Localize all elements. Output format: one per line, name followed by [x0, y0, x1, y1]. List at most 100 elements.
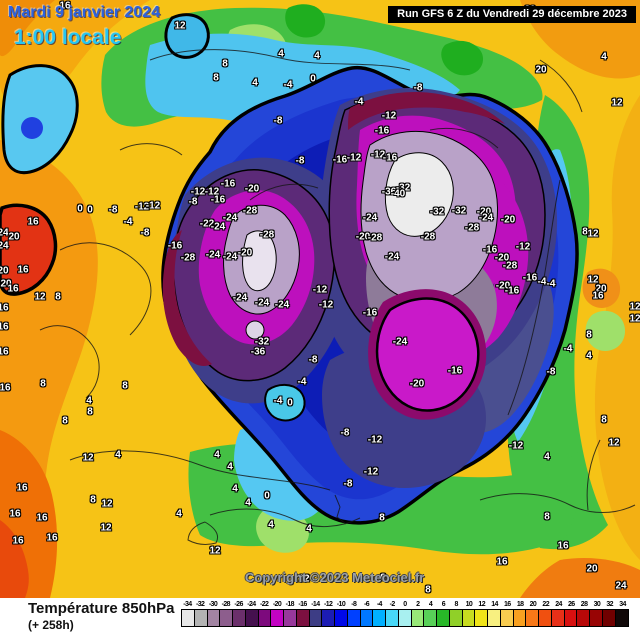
- colorbar-tick: -26: [234, 601, 243, 608]
- colorbar-tick: 20: [529, 601, 537, 608]
- region-magenta-east-arc: [468, 178, 529, 358]
- colorbar-tick: -20: [272, 601, 282, 608]
- colorbar-tick: 26: [568, 601, 575, 608]
- colorbar-cell: [284, 610, 297, 626]
- colorbar-tick: -34: [183, 601, 192, 608]
- colorbar-tick: -12: [324, 601, 333, 608]
- colorbar-tick: 32: [606, 601, 613, 608]
- region-orange-asia-spot: [582, 268, 621, 308]
- colorbar-cell: [271, 610, 284, 626]
- colorbar-tick: 0: [403, 601, 407, 608]
- colorbar-cell: [602, 610, 616, 626]
- colorbar-cell: [398, 610, 412, 626]
- colorbar-tick: 14: [491, 601, 498, 608]
- region-darkgreen-b: [441, 40, 484, 76]
- colorbar-cell: [220, 610, 233, 626]
- colorbar-cell: [424, 610, 437, 626]
- thin-contours: [39, 49, 636, 545]
- colorbar-tick: -16: [298, 601, 307, 608]
- colorbar-cell: [233, 610, 246, 626]
- colorbar-cell: [564, 610, 578, 626]
- colorbar-cell: [360, 610, 374, 626]
- region-orange-southeast: [520, 558, 640, 598]
- colorbar-tick: -10: [336, 601, 346, 608]
- region-cyan-bering: [164, 13, 210, 59]
- legend-title: Température 850hPa: [28, 600, 175, 617]
- colorbar-tick: 6: [441, 601, 446, 608]
- copyright-label: Copyright ©2023 Meteociel.fr: [245, 570, 425, 585]
- colorbar-tick: -2: [389, 601, 396, 608]
- colorbar-tick: -6: [364, 601, 370, 608]
- region-blue-spot-nw: [21, 117, 43, 139]
- legend-bar: Température 850hPa (+ 258h) -34 -32 -30 -28…: [0, 598, 640, 637]
- colorbar-cell: [207, 610, 221, 626]
- region-white-core-west: [242, 230, 277, 292]
- colorbar-cell: [309, 610, 323, 626]
- region-white-spot-west: [245, 320, 265, 340]
- colorbar-tick: -28: [221, 601, 231, 608]
- region-darkgreen-a: [285, 4, 326, 38]
- colorbar-tick: 18: [516, 601, 524, 608]
- colorbar-cell: [475, 610, 488, 626]
- weather-map: [0, 0, 640, 598]
- colorbar-tick: -8: [351, 601, 357, 608]
- colorbar-cell: [194, 610, 208, 626]
- colorbar-tick: -4: [376, 601, 383, 608]
- colorbar-tick: -24: [247, 601, 256, 608]
- region-magenta-center: [375, 297, 480, 412]
- colorbar-tick: 2: [416, 601, 420, 608]
- colorbar-cell: [539, 610, 552, 626]
- colorbar-tick: 22: [542, 601, 549, 608]
- colorbar-cell: [258, 610, 272, 626]
- colorbar-cell: [449, 610, 463, 626]
- model-run-box: Run GFS 6 Z du Vendredi 29 décembre 2023: [388, 6, 636, 23]
- colorbar-cell: [513, 610, 527, 626]
- colorbar-cell: [296, 610, 310, 626]
- colorbar-cells: [181, 609, 629, 627]
- map-canvas: [0, 0, 640, 598]
- date-label: Mardi 9 janvier 2024: [8, 4, 161, 21]
- colorbar-cell: [462, 610, 476, 626]
- region-orange-northwest-deep: [0, 0, 55, 57]
- colorbar-tick: -32: [196, 601, 205, 608]
- region-maroon-east: [348, 92, 505, 130]
- colorbar-cell: [386, 610, 399, 626]
- colorbar-cell: [411, 610, 425, 626]
- colorbar-tick: 24: [555, 601, 562, 608]
- region-cyan-north: [145, 33, 460, 122]
- time-label: 1:00 locale: [14, 26, 122, 49]
- colorbar-tick: -30: [208, 601, 218, 608]
- colorbar-tick: 12: [478, 601, 486, 608]
- region-teal-eye: [264, 383, 306, 422]
- colorbar-cell: [488, 610, 501, 626]
- colorbar-ticks: -34 -32 -30 -28 -26 -24 -22 -20 -18 -16 -14 -12 -10-…: [181, 600, 629, 609]
- region-red-west-blob: [0, 203, 58, 296]
- colorbar-cell: [577, 610, 590, 626]
- colorbar-tick: 8: [454, 601, 458, 608]
- colorbar-cell: [347, 610, 361, 626]
- region-white-core-east: [384, 152, 454, 237]
- colorbar-tick: 4: [428, 601, 433, 608]
- legend-forecast-hour: (+ 258h): [28, 618, 74, 632]
- colorbar-cell: [526, 610, 539, 626]
- colorbar-cell: [245, 610, 259, 626]
- colorbar-tick: 10: [465, 601, 473, 608]
- colorbar-cell: [335, 610, 348, 626]
- colorbar-tick: 16: [504, 601, 511, 608]
- colorbar-cell: [322, 610, 335, 626]
- colorbar-tick: 30: [593, 601, 601, 608]
- region-maroon-west: [162, 230, 212, 367]
- region-lightgreen-c: [585, 310, 626, 351]
- colorbar-cell: [373, 610, 386, 626]
- colorbar-cell: [551, 610, 565, 626]
- colorbar-cell: [615, 610, 629, 626]
- colorbar-cell: [590, 610, 603, 626]
- colorbar-tick: -18: [285, 601, 295, 608]
- colorbar-cell: [500, 610, 514, 626]
- colorbar: -34 -32 -30 -28 -26 -24 -22 -20 -18 -16 -14 -12 -10-…: [181, 600, 629, 627]
- colorbar-tick: -22: [260, 601, 269, 608]
- colorbar-cell: [182, 610, 195, 626]
- region-cyan-northwest: [1, 64, 79, 175]
- region-red-corner: [0, 520, 29, 598]
- colorbar-tick: -14: [311, 601, 320, 608]
